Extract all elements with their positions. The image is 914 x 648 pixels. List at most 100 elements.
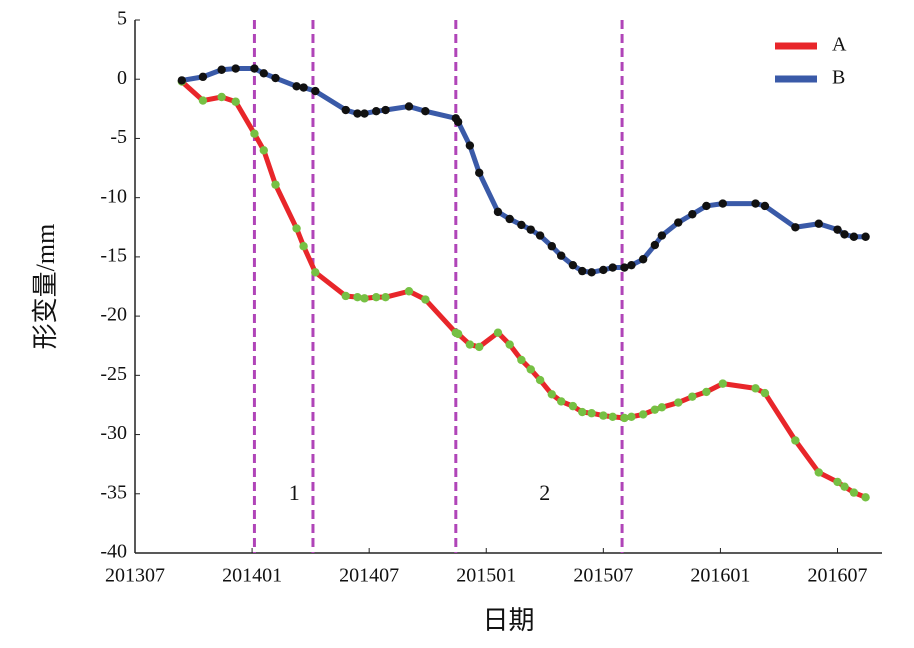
data-point bbox=[833, 477, 842, 487]
y-tick-label: -35 bbox=[100, 481, 127, 503]
data-point bbox=[311, 268, 320, 277]
data-point bbox=[198, 96, 208, 105]
data-point bbox=[271, 180, 280, 189]
data-point bbox=[688, 392, 697, 401]
y-tick-label: -30 bbox=[100, 422, 127, 444]
data-point bbox=[751, 199, 760, 208]
data-point bbox=[638, 410, 648, 419]
series-line bbox=[181, 66, 866, 275]
data-point bbox=[620, 413, 629, 423]
data-point bbox=[840, 482, 849, 491]
data-point bbox=[259, 69, 268, 78]
data-point bbox=[718, 379, 727, 388]
data-point bbox=[861, 493, 870, 502]
data-point bbox=[638, 255, 648, 264]
data-point bbox=[465, 141, 475, 150]
data-point bbox=[421, 295, 430, 304]
x-tick-label: 201607 bbox=[808, 565, 868, 587]
data-point bbox=[465, 340, 475, 349]
data-point bbox=[608, 412, 617, 421]
data-point bbox=[526, 365, 535, 374]
x-tick-label: 201407 bbox=[339, 565, 399, 587]
data-point bbox=[587, 268, 596, 277]
data-point bbox=[578, 266, 587, 276]
data-point bbox=[840, 230, 849, 239]
data-point bbox=[217, 65, 226, 74]
data-point bbox=[198, 72, 208, 82]
data-point bbox=[688, 210, 697, 219]
data-point bbox=[791, 223, 800, 232]
data-point bbox=[404, 287, 414, 296]
legend-label: A bbox=[832, 34, 847, 56]
data-point bbox=[505, 214, 514, 224]
data-point bbox=[517, 355, 526, 365]
data-point bbox=[718, 199, 727, 208]
data-point bbox=[535, 231, 545, 240]
y-tick-label: -15 bbox=[100, 244, 127, 266]
data-point bbox=[674, 218, 683, 227]
data-point bbox=[791, 436, 800, 445]
data-point bbox=[475, 342, 484, 352]
data-point bbox=[341, 291, 350, 301]
data-point bbox=[381, 292, 390, 302]
data-point bbox=[299, 83, 308, 92]
y-tick-label: -20 bbox=[100, 304, 127, 326]
data-point bbox=[535, 375, 545, 385]
data-point bbox=[292, 224, 301, 233]
data-point bbox=[505, 340, 514, 349]
data-point bbox=[702, 387, 711, 397]
data-point bbox=[599, 265, 608, 275]
data-point bbox=[627, 260, 636, 270]
x-tick-label: 201501 bbox=[456, 565, 516, 587]
y-tick-label: -40 bbox=[100, 541, 127, 563]
data-point bbox=[371, 107, 381, 116]
data-point bbox=[760, 388, 770, 398]
data-point bbox=[608, 263, 617, 272]
x-tick-label: 201507 bbox=[573, 565, 633, 587]
region-label: 2 bbox=[539, 480, 550, 505]
data-point bbox=[231, 97, 240, 106]
data-point bbox=[657, 403, 667, 412]
y-tick-label: -10 bbox=[100, 185, 127, 207]
data-point bbox=[547, 390, 557, 399]
data-point bbox=[271, 73, 280, 83]
data-point bbox=[578, 407, 587, 417]
data-point bbox=[493, 207, 503, 217]
data-point bbox=[587, 409, 596, 418]
data-point bbox=[250, 129, 259, 138]
x-tick-label: 201401 bbox=[222, 565, 282, 587]
x-axis-label: 日期 bbox=[482, 606, 534, 635]
y-tick-label: -25 bbox=[100, 363, 127, 385]
data-point bbox=[861, 232, 870, 241]
y-tick-label: 5 bbox=[117, 8, 127, 30]
data-point bbox=[547, 242, 557, 251]
data-point bbox=[453, 117, 463, 127]
data-point bbox=[311, 86, 320, 96]
x-tick-label: 201307 bbox=[105, 565, 165, 587]
data-point bbox=[381, 105, 390, 115]
data-point bbox=[259, 146, 268, 155]
data-point bbox=[650, 240, 660, 250]
data-point bbox=[217, 92, 226, 102]
data-point bbox=[650, 405, 660, 414]
data-point bbox=[674, 398, 683, 407]
x-tick-label: 201601 bbox=[690, 565, 750, 587]
data-point bbox=[568, 401, 578, 411]
data-point bbox=[404, 102, 414, 111]
data-point bbox=[353, 292, 362, 302]
data-point bbox=[814, 219, 823, 228]
data-point bbox=[568, 260, 578, 270]
data-point bbox=[702, 201, 711, 211]
data-point bbox=[453, 329, 463, 339]
data-point bbox=[627, 412, 636, 421]
data-point bbox=[517, 220, 526, 230]
data-point bbox=[177, 76, 187, 85]
data-point bbox=[751, 384, 760, 393]
y-tick-label: -5 bbox=[110, 126, 127, 148]
data-point bbox=[360, 109, 369, 118]
data-point bbox=[231, 64, 240, 73]
data-point bbox=[833, 225, 842, 234]
data-point bbox=[849, 488, 859, 497]
data-point bbox=[299, 242, 308, 251]
